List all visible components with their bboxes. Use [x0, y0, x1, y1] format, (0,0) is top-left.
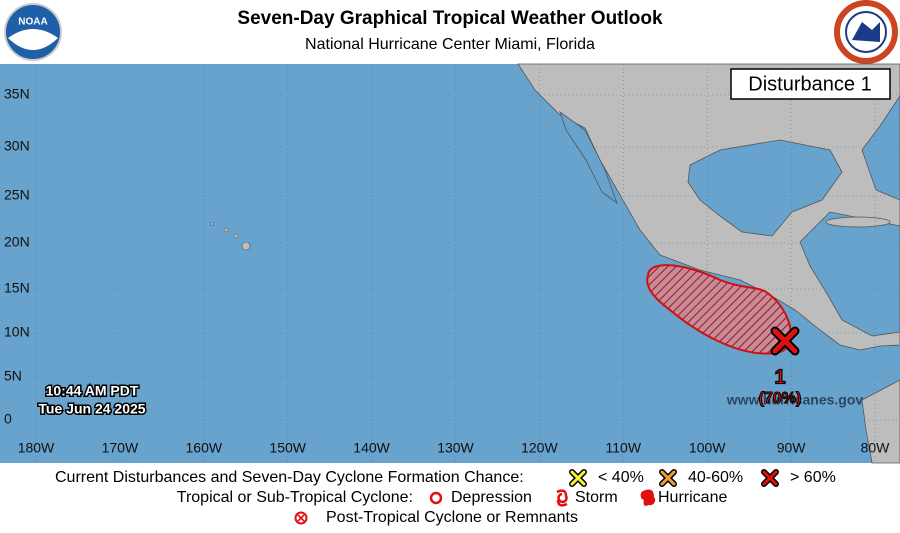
subtitle: National Hurricane Center Miami, Florida [305, 36, 595, 53]
atlantic [861, 95, 900, 201]
box-label-bg [730, 68, 891, 100]
lat-label: 20N [4, 234, 30, 250]
lat-label: 35N [4, 86, 30, 102]
legend-high: > 60% [790, 469, 836, 486]
land-south-america [861, 379, 900, 464]
lon-label: 90W [777, 440, 807, 456]
icon-medium [659, 469, 677, 487]
lon-label: 150W [269, 440, 306, 456]
disturbance-number: 1 [774, 366, 785, 388]
icon-depression [429, 491, 443, 505]
legend-storm: Storm [575, 489, 618, 506]
noaa-logo-text: NOAA [18, 17, 47, 28]
cuba [825, 216, 891, 228]
lat-label: 30N [4, 138, 30, 154]
lon-label: 160W [186, 440, 223, 456]
legend-hurricane: Hurricane [658, 489, 727, 506]
hawaii [210, 222, 251, 251]
legend-post-tropical: Post-Tropical Cyclone or Remnants [326, 509, 578, 526]
legend-row2-label: Tropical or Sub-Tropical Cyclone: [177, 489, 413, 506]
lat-label: 0 [4, 411, 12, 427]
legend-depression: Depression [451, 489, 532, 506]
legend-medium: 40-60% [688, 469, 743, 486]
gulf-of-california [559, 110, 618, 205]
lon-label: 130W [437, 440, 474, 456]
lon-label: 170W [102, 440, 139, 456]
graticule [0, 64, 900, 463]
icon-low [569, 469, 587, 487]
lat-label: 15N [4, 280, 30, 296]
icon-high [761, 469, 779, 487]
lat-label: 10N [4, 324, 30, 340]
noaa-logo: NOAA [4, 3, 62, 61]
gulf-of-mexico [687, 139, 843, 237]
timestamp-date: Tue Jun 24 2025 [38, 401, 145, 417]
icon-storm [556, 489, 568, 507]
legend: Current Disturbances and Seven-Day Cyclo… [55, 469, 836, 526]
timestamp-time: 10:44 AM PDT [46, 383, 139, 399]
lon-label: 180W [18, 440, 55, 456]
icon-post-tropical [294, 511, 308, 525]
map: www.hurricanes.gov 1 (70%) 10:44 AM PDT … [0, 63, 900, 464]
lon-label: 120W [521, 440, 558, 456]
icon-hurricane [640, 489, 656, 506]
lon-label: 80W [861, 440, 891, 456]
box-label: Disturbance 1 [748, 73, 871, 95]
disturbance-chance: (70%) [759, 390, 802, 407]
lon-label: 100W [689, 440, 726, 456]
disturbance-marker [770, 326, 800, 356]
title: Seven-Day Graphical Tropical Weather Out… [237, 8, 663, 29]
lat-label: 5N [4, 368, 22, 384]
legend-low: < 40% [598, 469, 644, 486]
legend-row1-label: Current Disturbances and Seven-Day Cyclo… [55, 469, 524, 486]
nws-logo [834, 0, 898, 64]
lon-label: 110W [606, 440, 642, 456]
lat-label: 25N [4, 187, 30, 203]
header-bg [0, 0, 900, 64]
website: www.hurricanes.gov [726, 392, 864, 408]
lon-label: 140W [353, 440, 390, 456]
